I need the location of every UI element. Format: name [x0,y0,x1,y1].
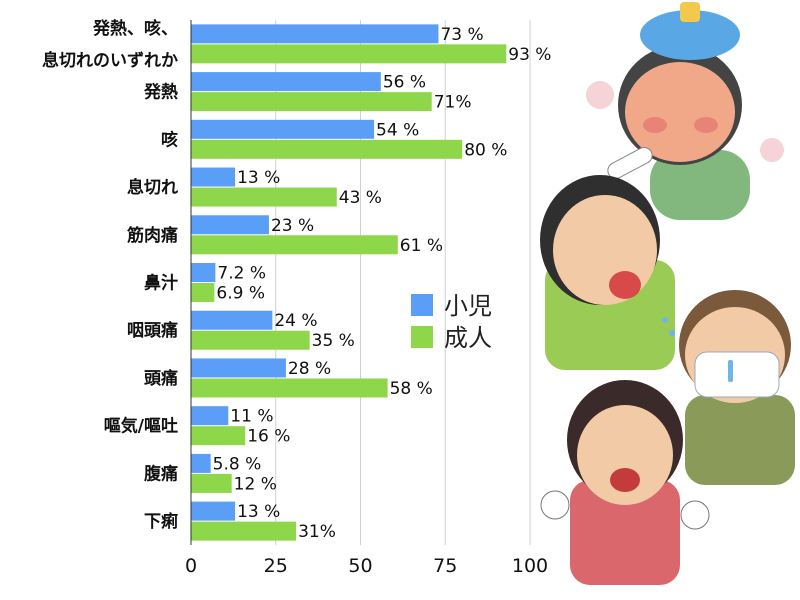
data-label: 13 % [237,168,280,188]
bar-layer [191,24,507,541]
illustration-masked-boy [679,290,795,485]
data-label: 80 % [464,140,507,160]
category-label: 鼻汁 [144,273,178,294]
illustration-coughing-boy [540,175,675,370]
bar-adult [191,92,432,112]
category-label: 息切れ [127,177,178,198]
data-label: 11 % [230,407,273,427]
data-label: 35 % [312,331,355,351]
bar-adult [191,235,398,255]
data-label: 93 % [508,45,551,65]
data-label: 28 % [288,359,331,379]
category-label: 咽頭痛 [127,320,178,341]
illustration-coughing-woman [540,380,710,585]
bar-adult [191,473,232,493]
data-label: 12 % [234,474,277,494]
bar-adult [191,521,297,541]
x-tick-label: 0 [185,555,197,577]
label-layer: 73 % 93 % 発熱、咳、息切れのいずれか 56 % 71% 発熱 54 % 80 % 咳 1… [42,18,551,542]
category-label: 筋肉痛 [126,225,178,246]
data-label: 73 % [440,25,483,45]
data-label: 7.2 % [217,264,266,284]
category-label: 頭痛 [144,368,178,389]
axis-layer: 0 25 50 75 100 [185,20,548,577]
bar-child [191,24,439,44]
data-label: 5.8 % [213,454,262,474]
x-tick-label: 75 [433,555,457,577]
data-label: 16 % [247,427,290,447]
data-label: 56 % [383,73,426,93]
category-label: 下痢 [144,511,178,532]
bar-child [191,215,269,235]
bar-child [191,406,229,426]
bar-adult [191,378,388,398]
legend-swatch-child [411,294,433,316]
bar-adult [191,426,246,446]
x-tick-label: 25 [264,555,288,577]
legend-label-child: 小児 [444,292,492,320]
x-tick-label: 50 [348,555,372,577]
bar-adult [191,330,310,350]
bar-child [191,358,286,378]
bar-child [191,119,375,139]
bar-adult [191,44,507,64]
bar-child [191,263,216,282]
data-label: 43 % [339,188,382,208]
data-label: 23 % [271,216,314,236]
legend-swatch-adult [411,326,433,348]
bar-child [191,72,381,92]
bar-child [191,501,236,521]
data-label: 58 % [390,379,433,399]
bar-adult [191,139,463,159]
bar-child [191,310,273,330]
x-tick-label: 100 [512,555,548,577]
data-label: 6.9 % [216,284,265,304]
data-label: 61 % [400,236,443,256]
bar-adult [191,283,215,302]
category-label: 発熱、咳、 [92,18,178,39]
category-label: 発熱 [143,82,178,103]
category-label: 息切れのいずれか [42,50,178,71]
data-label: 13 % [237,502,280,522]
data-label: 54 % [376,120,419,140]
bar-child [191,453,211,473]
legend: 小児 成人 [411,292,492,352]
category-label: 腹痛 [144,463,178,484]
bar-child [191,167,236,187]
illustration-sick-girl [586,2,784,220]
data-label: 71% [434,93,472,113]
data-label: 24 % [274,311,317,331]
data-label: 31% [298,522,336,542]
category-label: 咳 [161,129,178,150]
bar-adult [191,187,337,207]
legend-label-adult: 成人 [444,324,492,352]
category-label: 嘔気/嘔吐 [104,416,178,437]
